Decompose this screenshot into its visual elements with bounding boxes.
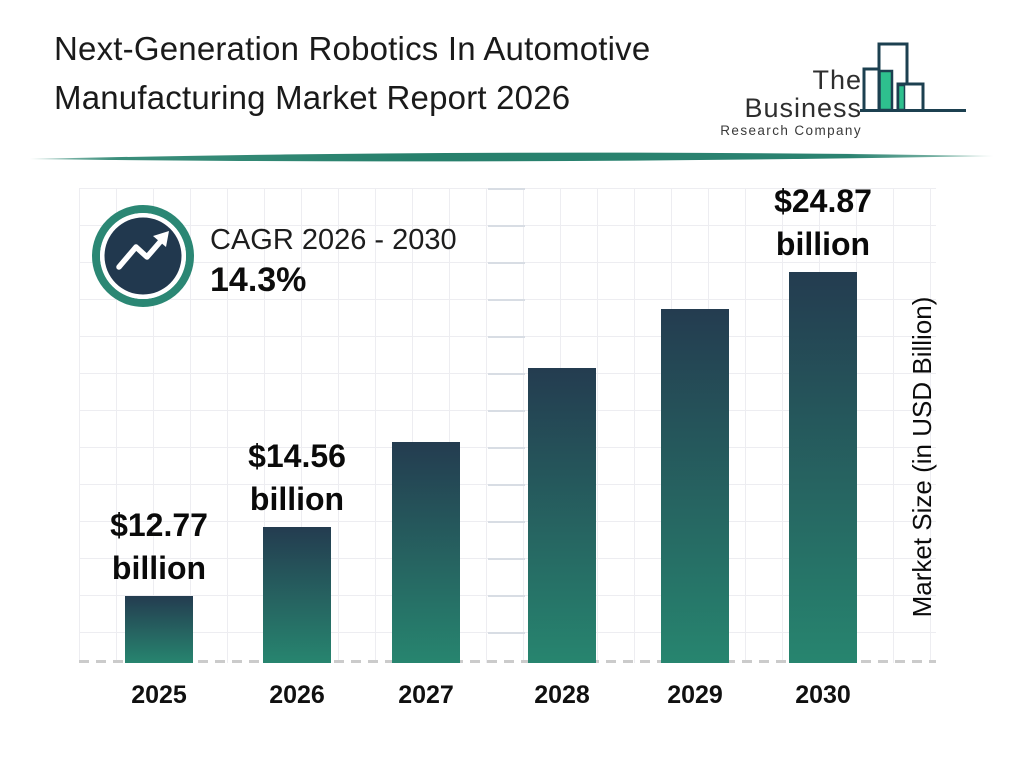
bar-2028 <box>528 368 596 663</box>
bar-value-label-2025: $12.77 billion <box>110 507 208 586</box>
x-axis-label-2030: 2030 <box>795 681 851 709</box>
x-axis-label-2025: 2025 <box>131 681 187 709</box>
cagr-callout: CAGR 2026 - 2030 14.3% <box>210 220 457 300</box>
x-axis-label-2029: 2029 <box>667 681 723 709</box>
bar-2029 <box>661 309 729 663</box>
bar-value-label-2030: $24.87 billion <box>774 183 872 262</box>
x-axis-label-2027: 2027 <box>398 681 454 709</box>
divider-swoosh <box>30 152 994 162</box>
company-name: The Business <box>744 65 862 123</box>
x-axis-label-2028: 2028 <box>534 681 590 709</box>
page-title-line1: Next-Generation Robotics In Automotive <box>54 30 651 67</box>
x-axis-label-2026: 2026 <box>269 681 325 709</box>
trend-up-icon <box>92 205 194 307</box>
logo-bars-icon <box>860 42 966 112</box>
axis-tick-marks <box>488 188 525 663</box>
y-axis-label: Market Size (in USD Billion) <box>907 296 937 618</box>
page-title: Next-Generation Robotics In Automotive M… <box>54 24 734 122</box>
bar-2030 <box>789 272 857 663</box>
cagr-label: CAGR 2026 - 2030 <box>210 224 457 256</box>
bar-2027 <box>392 442 460 663</box>
company-logo-text: The Business Research Company <box>700 66 862 138</box>
page-title-line2: Manufacturing Market Report 2026 <box>54 79 571 116</box>
company-subname: Research Company <box>720 123 862 138</box>
bar-2025 <box>125 596 193 663</box>
cagr-value: 14.3% <box>210 261 307 299</box>
bar-2026 <box>263 527 331 663</box>
bar-value-label-2026: $14.56 billion <box>248 438 346 517</box>
